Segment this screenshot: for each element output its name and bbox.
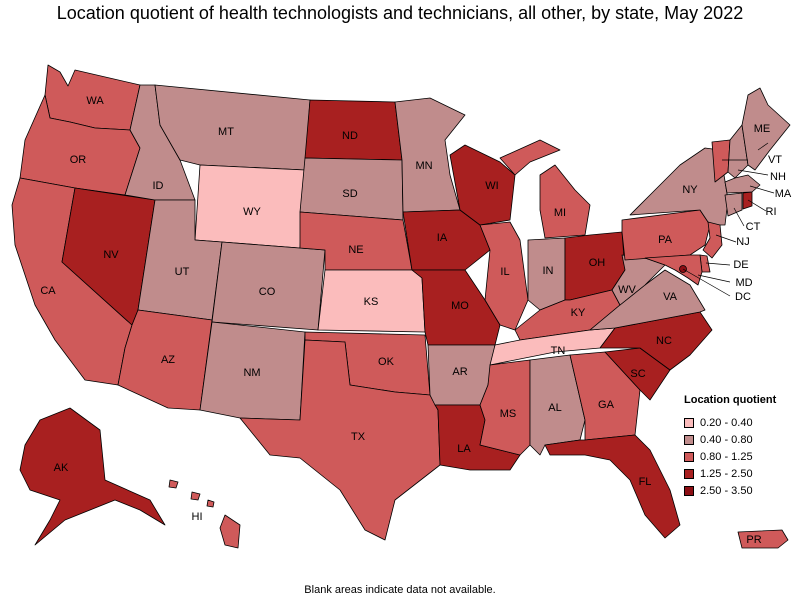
- state-FL[interactable]: [544, 434, 681, 539]
- legend-label: 0.40 - 0.80: [700, 433, 753, 446]
- legend-item: 0.40 - 0.80: [684, 431, 800, 448]
- state-MD[interactable]: [644, 254, 703, 286]
- label-FL: FL: [639, 476, 652, 488]
- label-NC: NC: [656, 335, 672, 347]
- label-MO: MO: [451, 300, 469, 312]
- label-OR: OR: [70, 154, 87, 166]
- map-title: Location quotient of health technologist…: [56, 3, 744, 23]
- label-AK: AK: [54, 462, 69, 474]
- label-MS: MS: [500, 408, 517, 420]
- label-TN: TN: [551, 345, 566, 357]
- legend-label: 2.50 - 3.50: [700, 484, 753, 497]
- label-KY: KY: [571, 307, 586, 319]
- label-IN: IN: [543, 265, 554, 277]
- label-WI: WI: [485, 180, 498, 192]
- legend-item: 0.20 - 0.40: [684, 414, 800, 431]
- label-SD: SD: [342, 188, 357, 200]
- label-NY: NY: [682, 184, 698, 196]
- label-PA: PA: [658, 234, 673, 246]
- label-HI: HI: [192, 511, 203, 523]
- legend-swatch: [684, 451, 694, 462]
- label-MT: MT: [218, 126, 234, 138]
- label-ND: ND: [342, 130, 358, 142]
- label-MI: MI: [554, 207, 566, 219]
- legend-swatch: [684, 417, 694, 428]
- label-MD: MD: [735, 277, 752, 289]
- label-LA: LA: [457, 443, 471, 455]
- label-GA: GA: [598, 399, 615, 411]
- label-DE: DE: [733, 259, 748, 271]
- state-NJ[interactable]: [702, 221, 723, 259]
- state-MA[interactable]: [724, 174, 761, 194]
- legend-label: 0.80 - 1.25: [700, 450, 753, 463]
- state-labels: WA OR CA NV ID MT WY UT CO AZ NM ND SD N…: [40, 95, 792, 546]
- label-AZ: AZ: [161, 354, 175, 366]
- label-NJ: NJ: [736, 236, 749, 248]
- label-IA: IA: [437, 232, 448, 244]
- label-NH: NH: [770, 171, 786, 183]
- label-CA: CA: [40, 285, 56, 297]
- state-PR[interactable]: [737, 529, 789, 549]
- label-AR: AR: [452, 366, 467, 378]
- label-ID: ID: [153, 180, 164, 192]
- legend: Location quotient 0.20 - 0.40 0.40 - 0.8…: [684, 394, 800, 499]
- state-RI[interactable]: [742, 191, 753, 210]
- legend-swatch: [684, 434, 694, 445]
- label-MA: MA: [775, 188, 792, 200]
- label-TX: TX: [351, 431, 366, 443]
- legend-label: 0.20 - 0.40: [700, 416, 753, 429]
- leader-lines: [682, 142, 775, 297]
- state-TX[interactable]: [239, 339, 441, 541]
- legend-item: 1.25 - 2.50: [684, 465, 800, 482]
- legend-swatch: [684, 468, 694, 479]
- state-MN[interactable]: [394, 97, 466, 213]
- label-CT: CT: [746, 221, 761, 233]
- label-NE: NE: [348, 244, 363, 256]
- state-CT[interactable]: [724, 192, 743, 217]
- label-IL: IL: [500, 266, 509, 278]
- label-PR: PR: [746, 534, 761, 546]
- label-WY: WY: [243, 206, 261, 218]
- state-SC[interactable]: [604, 347, 671, 401]
- label-CO: CO: [259, 286, 276, 298]
- legend-item: 0.80 - 1.25: [684, 448, 800, 465]
- state-NH[interactable]: [727, 124, 749, 179]
- state-AK[interactable]: [19, 407, 166, 546]
- label-NV: NV: [103, 249, 119, 261]
- label-VA: VA: [663, 291, 678, 303]
- state-HI[interactable]: [168, 479, 241, 549]
- label-MN: MN: [415, 160, 432, 172]
- legend-swatch: [684, 485, 694, 496]
- label-UT: UT: [175, 266, 190, 278]
- footnote: Blank areas indicate data not available.: [304, 584, 496, 596]
- label-VT: VT: [768, 154, 782, 166]
- label-RI: RI: [766, 206, 777, 218]
- legend-title: Location quotient: [684, 394, 777, 406]
- state-WI[interactable]: [449, 144, 516, 226]
- state-VT[interactable]: [711, 139, 731, 183]
- label-KS: KS: [364, 296, 379, 308]
- label-AL: AL: [548, 402, 561, 414]
- state-MI[interactable]: [499, 139, 591, 239]
- label-SC: SC: [630, 368, 645, 380]
- label-WA: WA: [86, 95, 104, 107]
- legend-item: 2.50 - 3.50: [684, 482, 800, 499]
- label-NM: NM: [243, 367, 260, 379]
- label-OH: OH: [589, 257, 606, 269]
- label-OK: OK: [378, 356, 395, 368]
- label-WV: WV: [618, 284, 636, 296]
- label-ME: ME: [754, 123, 771, 135]
- legend-label: 1.25 - 2.50: [700, 467, 753, 480]
- state-ME[interactable]: [741, 87, 791, 171]
- label-DC: DC: [735, 291, 751, 303]
